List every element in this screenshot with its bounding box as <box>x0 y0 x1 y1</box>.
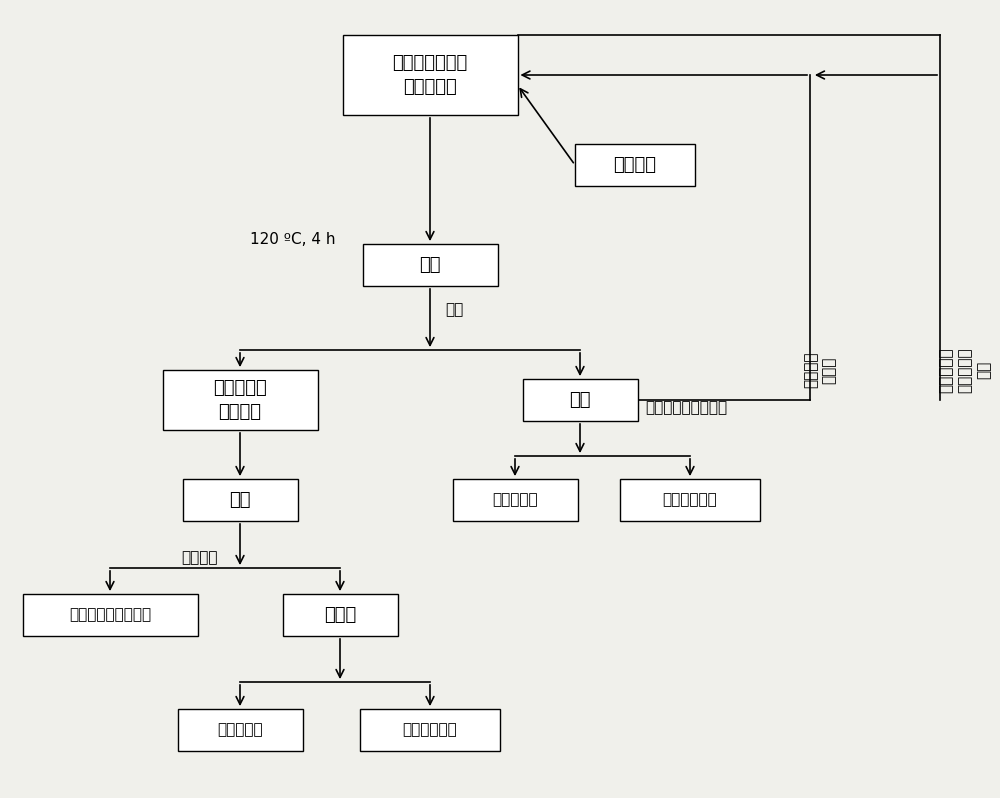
Bar <box>452 479 578 521</box>
Text: 过滤: 过滤 <box>569 391 591 409</box>
Text: 去溶解，分离木质素: 去溶解，分离木质素 <box>645 401 727 416</box>
Bar <box>342 35 518 115</box>
Text: 酶解残渣（木质素）: 酶解残渣（木质素） <box>69 607 151 622</box>
Text: 玉米秸秆: 玉米秸秆 <box>614 156 656 174</box>
Text: 预处理过的
玉米秸秆: 预处理过的 玉米秸秆 <box>213 379 267 421</box>
Text: 葡萄糖分析: 葡萄糖分析 <box>492 492 538 508</box>
Bar <box>362 244 498 286</box>
Bar <box>522 379 638 421</box>
Bar <box>575 144 695 186</box>
Text: 固液分离: 固液分离 <box>182 551 218 566</box>
Text: 120 ºC, 4 h: 120 ºC, 4 h <box>250 232 335 247</box>
Bar <box>178 709 302 751</box>
Text: 水解液: 水解液 <box>324 606 356 624</box>
Text: 过滤: 过滤 <box>419 256 441 274</box>
Text: 总还原糖分析: 总还原糖分析 <box>663 492 717 508</box>
Text: 浓缩后循
环使用: 浓缩后循 环使用 <box>803 352 837 389</box>
Text: 酶解: 酶解 <box>229 491 251 509</box>
Bar <box>162 370 318 430</box>
Bar <box>22 594 198 636</box>
Text: 总还原糖分析: 总还原糖分析 <box>403 722 457 737</box>
Text: 羧酸功能化离子
液体水溶液: 羧酸功能化离子 液体水溶液 <box>392 54 468 96</box>
Bar <box>360 709 500 751</box>
Bar <box>182 479 298 521</box>
Bar <box>620 479 760 521</box>
Text: 葡萄糖分析: 葡萄糖分析 <box>217 722 263 737</box>
Text: 离子液体重
结晶后重复
使用: 离子液体重 结晶后重复 使用 <box>939 347 991 393</box>
Text: 水洗: 水洗 <box>445 302 463 318</box>
Bar <box>283 594 398 636</box>
